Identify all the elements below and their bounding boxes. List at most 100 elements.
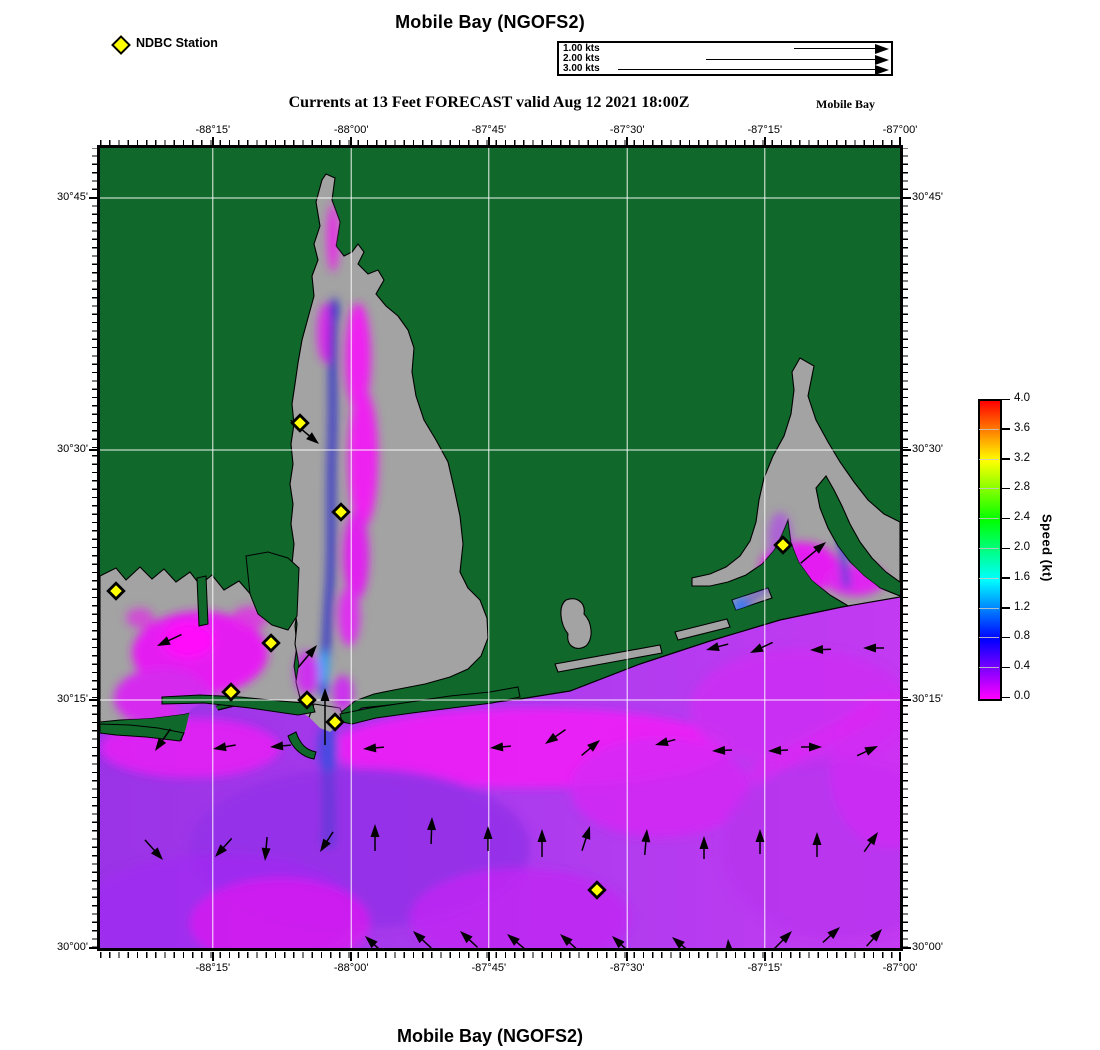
- colorbar-tick-label: 0.0: [1014, 690, 1030, 702]
- scale-arrow-line: [618, 69, 876, 70]
- current-arrow: [507, 934, 527, 948]
- current-arrow: [560, 934, 580, 948]
- current-arrow: [490, 742, 511, 752]
- current-arrow: [155, 728, 172, 751]
- cedar-point: [196, 575, 209, 627]
- current-arrow: [427, 817, 437, 845]
- current-arrow: [157, 633, 182, 646]
- colorbar-inner-line: [979, 458, 999, 460]
- ndbc-station-marker: [297, 690, 317, 710]
- pelican-spit: [287, 731, 317, 760]
- y-axis-tick-label: 30°00': [912, 941, 943, 953]
- x-major-tick: [487, 137, 490, 146]
- colorbar-tick-label: 2.4: [1014, 511, 1030, 524]
- y-major-tick: [902, 947, 911, 949]
- x-axis-minor-ticks-top: [100, 140, 900, 146]
- y-axis-tick-label: 30°15': [912, 693, 943, 705]
- ndbc-station-marker: [106, 581, 126, 601]
- ndbc-station-marker: [331, 502, 351, 522]
- ndbc-station-marker: [325, 712, 345, 732]
- x-major-tick: [626, 952, 629, 961]
- colorbar-tick: [1002, 577, 1010, 579]
- x-axis-tick-label: -87°30': [609, 124, 645, 136]
- colorbar-tick: [1002, 517, 1010, 520]
- map-canvas: [100, 148, 900, 948]
- current-arrow: [370, 824, 380, 851]
- current-arrow: [612, 936, 630, 948]
- x-axis-minor-ticks-bottom: [100, 952, 900, 958]
- x-major-tick: [899, 137, 901, 146]
- x-major-tick: [211, 952, 214, 961]
- current-arrow: [863, 643, 884, 653]
- speed-colorbar: [978, 399, 1002, 701]
- colorbar-tick: [1002, 607, 1010, 609]
- colorbar-inner-line: [979, 428, 999, 430]
- current-arrow: [581, 826, 591, 851]
- x-axis-tick-label: -87°00': [882, 124, 918, 136]
- scale-row-label: 1.00 kts: [563, 43, 600, 54]
- y-axis-minor-ticks-right: [902, 148, 908, 948]
- y-axis-tick-label: 30°45': [57, 191, 88, 203]
- x-axis-tick-label: -88°15': [195, 962, 231, 974]
- weeks-bay: [560, 598, 592, 649]
- current-arrow: [144, 839, 163, 860]
- current-arrow: [672, 937, 691, 948]
- colorbar-tick-label: 2.8: [1014, 481, 1030, 494]
- x-major-tick: [626, 137, 629, 146]
- current-arrow: [363, 743, 384, 753]
- current-arrow: [856, 746, 878, 757]
- colorbar-inner-line: [979, 607, 999, 609]
- current-arrow: [699, 836, 709, 859]
- colorbar-axis-label: Speed (kt): [1039, 514, 1055, 582]
- colorbar-tick: [1002, 547, 1010, 549]
- current-arrow: [822, 927, 840, 943]
- colorbar-tick-label: 3.2: [1014, 451, 1030, 464]
- colorbar-tick: [1002, 636, 1010, 639]
- x-major-tick: [350, 952, 353, 961]
- x-axis-tick-label: -87°30': [609, 962, 645, 974]
- headlands: [196, 551, 300, 631]
- colorbar-inner-line: [979, 637, 999, 639]
- ndbc-station-marker: [290, 413, 310, 433]
- page-title: Mobile Bay (NGOFS2): [395, 12, 585, 32]
- graticule: [100, 148, 900, 948]
- x-axis-tick-label: -87°15': [747, 962, 783, 974]
- current-arrow: [712, 745, 733, 755]
- colorbar-tick: [1002, 458, 1010, 460]
- x-axis-tick-label: -87°00': [882, 962, 918, 974]
- colorbar-tick-label: 0.4: [1014, 660, 1030, 673]
- current-arrow: [768, 745, 789, 755]
- scale-arrow-line: [706, 58, 876, 60]
- ndbc-station-marker: [221, 682, 241, 702]
- y-major-tick: [902, 197, 911, 199]
- colorbar-tick: [1002, 398, 1010, 400]
- x-major-tick: [487, 952, 490, 961]
- current-arrow: [483, 826, 493, 851]
- x-axis-tick-label: -87°45': [471, 124, 507, 136]
- region-label: Mobile Bay: [816, 97, 875, 111]
- current-arrow: [863, 832, 878, 853]
- y-major-tick: [902, 699, 911, 701]
- colorbar-inner-line: [979, 488, 999, 490]
- little-lagoon: [674, 618, 731, 641]
- colorbar-tick: [1002, 666, 1010, 669]
- scale-row-label: 2.00 kts: [563, 53, 600, 64]
- current-arrow: [581, 740, 600, 757]
- current-arrow: [320, 688, 330, 745]
- colorbar-tick-label: 2.0: [1014, 541, 1030, 553]
- scale-row-label: 3.00 kts: [563, 63, 600, 74]
- current-arrow: [545, 729, 566, 744]
- x-major-tick: [763, 952, 766, 961]
- current-arrow: [641, 829, 651, 855]
- current-arrow: [810, 645, 832, 655]
- x-major-tick: [350, 137, 353, 146]
- x-major-tick: [899, 952, 901, 961]
- current-arrow: [320, 831, 334, 852]
- gulf-speed-shading: [100, 648, 900, 948]
- current-arrow: [460, 931, 479, 948]
- colorbar-tick: [1002, 487, 1010, 490]
- y-major-tick: [89, 449, 98, 451]
- ndbc-stations: [106, 413, 793, 900]
- scale-arrow-line: [794, 48, 876, 49]
- scale-arrow-head-icon: [875, 65, 889, 75]
